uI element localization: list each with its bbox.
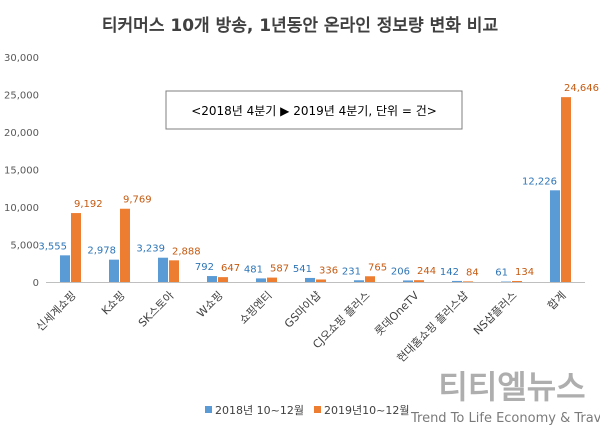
annotation-text: <2018년 4분기 ▶ 2019년 4분기, 단위 = 건> bbox=[191, 104, 437, 118]
bars bbox=[60, 97, 571, 283]
bar-2018 bbox=[158, 257, 168, 282]
data-label-2018: 231 bbox=[342, 266, 361, 277]
legend-label-2019: 2019년10~12월 bbox=[324, 404, 409, 417]
y-tick-label: 20,000 bbox=[4, 128, 39, 139]
bar-2018 bbox=[452, 280, 462, 282]
bar-2019 bbox=[169, 260, 179, 282]
bar-2018 bbox=[354, 280, 364, 282]
data-label-2019: 765 bbox=[368, 262, 387, 273]
bar-2019 bbox=[365, 276, 375, 282]
watermark-tagline: Trend To Life Economy & Travel bbox=[410, 411, 600, 425]
bar-2019 bbox=[316, 279, 326, 282]
x-tick-label: 합계 bbox=[545, 289, 569, 313]
legend-label-2018: 2018년 10~12월 bbox=[215, 404, 304, 417]
data-label-2018: 206 bbox=[391, 266, 410, 277]
value-labels: 3,555 9,192 2,978 9,769 3,239 2,888 792 647 481 5… bbox=[38, 83, 599, 278]
x-tick-label: GS마이샵 bbox=[282, 289, 324, 331]
bar-2018 bbox=[256, 278, 266, 282]
bar-2019 bbox=[561, 97, 571, 282]
watermark: 티티엘뉴스 Trend To Life Economy & Travel bbox=[410, 368, 600, 425]
data-label-2019: 134 bbox=[515, 267, 534, 278]
data-label-2018: 481 bbox=[244, 264, 263, 275]
data-label-2018: 792 bbox=[195, 262, 214, 273]
x-tick-label: K쇼핑 bbox=[99, 289, 128, 318]
y-axis: 0 5,000 10,000 15,000 20,000 25,000 30,000 bbox=[4, 53, 39, 289]
x-tick-label: W쇼핑 bbox=[194, 289, 225, 320]
data-label-2018: 2,978 bbox=[87, 246, 116, 257]
chart-title: 티커머스 10개 방송, 1년동안 온라인 정보량 변화 비교 bbox=[102, 16, 499, 36]
data-label-2019: 2,888 bbox=[172, 246, 201, 257]
annotation-frame bbox=[165, 90, 463, 130]
data-label-2019: 647 bbox=[221, 263, 240, 274]
bar-2018 bbox=[403, 280, 413, 282]
data-label-2019: 336 bbox=[319, 265, 338, 276]
bar-2018 bbox=[501, 281, 511, 283]
y-tick-label: 0 bbox=[33, 278, 39, 289]
data-label-2019: 84 bbox=[466, 267, 479, 278]
data-label-2019: 24,646 bbox=[564, 83, 599, 94]
data-label-2019: 9,192 bbox=[74, 199, 103, 210]
x-tick-label: SK스토아 bbox=[136, 289, 177, 330]
y-tick-label: 15,000 bbox=[4, 166, 39, 177]
bar-2018 bbox=[109, 259, 119, 282]
legend: 2018년 10~12월 2019년10~12월 bbox=[205, 404, 409, 417]
data-label-2019: 587 bbox=[270, 264, 289, 275]
bar-2018 bbox=[207, 276, 217, 282]
data-label-2018: 12,226 bbox=[522, 176, 557, 187]
bar-2019 bbox=[71, 213, 81, 282]
legend-swatch-2018 bbox=[205, 406, 212, 413]
bar-2018 bbox=[60, 255, 70, 282]
legend-swatch-2019 bbox=[314, 406, 321, 413]
bar-2019 bbox=[267, 277, 277, 282]
bar-2019 bbox=[463, 281, 473, 282]
y-tick-label: 10,000 bbox=[4, 203, 39, 214]
x-tick-label: 신세계쇼핑 bbox=[34, 289, 79, 334]
data-label-2018: 3,239 bbox=[136, 244, 165, 255]
bar-2018 bbox=[305, 277, 315, 282]
annotation-box: <2018년 4분기 ▶ 2019년 4분기, 단위 = 건> bbox=[165, 90, 463, 130]
y-tick-label: 25,000 bbox=[4, 91, 39, 102]
bar-2019 bbox=[512, 280, 522, 282]
y-tick-label: 5,000 bbox=[10, 241, 39, 252]
x-tick-label: NS샵플러스 bbox=[471, 289, 520, 338]
y-tick-label: 30,000 bbox=[4, 53, 39, 64]
bar-2019 bbox=[120, 208, 130, 282]
bar-2019 bbox=[414, 280, 424, 282]
watermark-brand: 티티엘뉴스 bbox=[438, 368, 585, 406]
x-tick-label: 쇼핑엔티 bbox=[237, 289, 275, 327]
bar-2019 bbox=[218, 277, 228, 282]
data-label-2018: 142 bbox=[440, 267, 459, 278]
data-label-2018: 3,555 bbox=[38, 241, 67, 252]
data-label-2018: 541 bbox=[293, 264, 312, 275]
data-label-2019: 244 bbox=[417, 266, 436, 277]
x-tick-label: 롯데OneTV bbox=[372, 289, 422, 339]
data-label-2018: 61 bbox=[495, 268, 508, 279]
bar-2018 bbox=[550, 190, 560, 282]
data-label-2019: 9,769 bbox=[123, 195, 152, 206]
